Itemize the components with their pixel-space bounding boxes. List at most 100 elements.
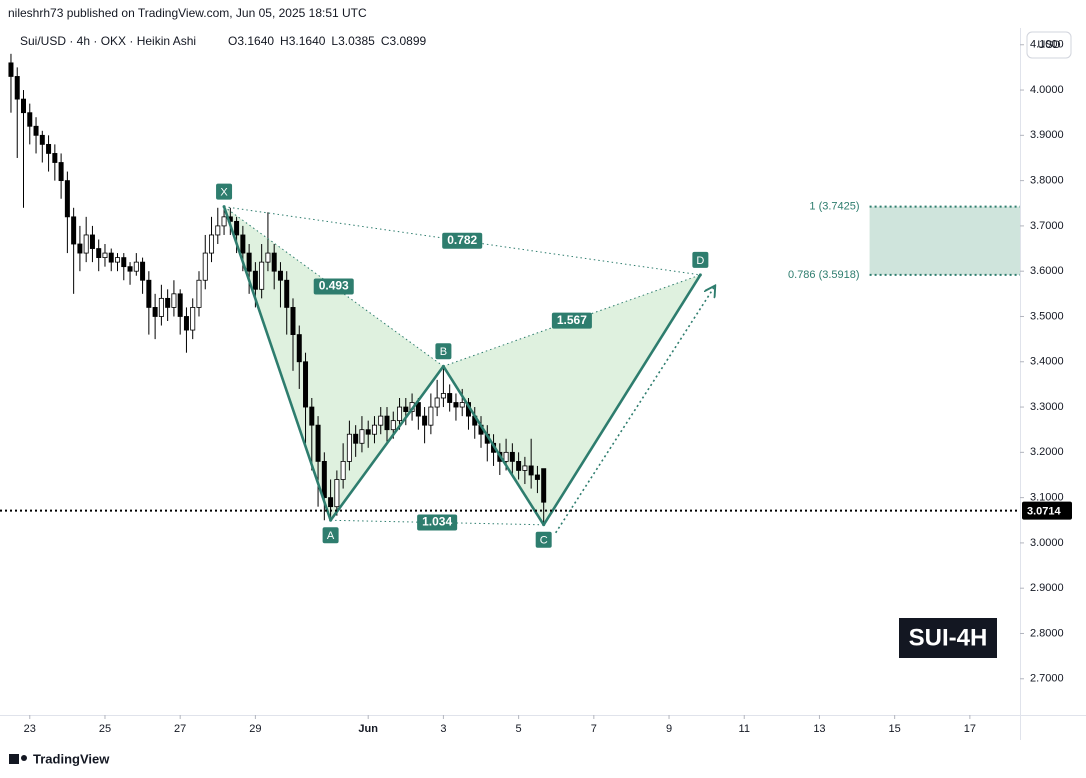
candle-body: [252, 270, 258, 290]
pattern-leg: [542, 274, 702, 526]
y-tick-label: 3.7000: [1030, 220, 1064, 232]
candle-body: [190, 307, 196, 331]
y-tick-label: 2.8000: [1030, 627, 1064, 639]
candle-body: [8, 62, 14, 77]
x-tick-label: 9: [666, 723, 672, 735]
candle-body: [378, 415, 384, 426]
target-zone: [869, 206, 1020, 275]
candle-body: [359, 429, 365, 444]
candle-body: [64, 180, 70, 218]
point-label: A: [327, 530, 335, 542]
candle-body: [127, 266, 133, 272]
zone-level-label: 1 (3.7425): [809, 201, 859, 213]
y-tick-label: 3.2000: [1030, 446, 1064, 458]
candle-body: [503, 451, 509, 462]
candle-body: [434, 397, 440, 408]
point-box: [216, 183, 233, 200]
y-tick-label: 4.1000: [1030, 39, 1064, 51]
x-tick-label: 5: [516, 723, 522, 735]
candle-body: [221, 216, 227, 227]
candle-body: [541, 468, 547, 503]
ohlc-value: O3.1640: [228, 34, 274, 48]
point-box: [535, 531, 552, 548]
ratio-badge: 0.493: [313, 278, 354, 295]
point-label: B: [440, 346, 447, 358]
candle-body: [52, 153, 58, 163]
y-tick-label: 3.1000: [1030, 492, 1064, 504]
y-tick-label: 3.8000: [1030, 175, 1064, 187]
y-tick-label: 3.3000: [1030, 401, 1064, 413]
x-tick-label: 25: [99, 723, 111, 735]
candle-body: [371, 424, 377, 435]
point-label: C: [540, 535, 548, 547]
candle-body: [133, 261, 139, 272]
pattern-leg: [329, 365, 445, 522]
x-tick-label: 29: [249, 723, 261, 735]
candle-body: [240, 234, 246, 254]
candle-body: [390, 420, 396, 431]
pattern-point: [329, 518, 333, 522]
ratio-badge: 1.567: [551, 312, 592, 329]
y-tick-label: 3.0000: [1030, 537, 1064, 549]
candle-body: [177, 293, 183, 317]
ratio-box: [313, 278, 354, 295]
candle-body: [284, 279, 290, 308]
candle-body: [77, 243, 83, 254]
candle-body: [14, 76, 20, 100]
candle-body: [328, 497, 334, 508]
candle-body: [522, 465, 528, 471]
candle-body: [27, 112, 33, 127]
candle-body: [46, 143, 52, 154]
candle-body: [528, 465, 534, 476]
y-tick-label: 3.4000: [1030, 356, 1064, 368]
candle-body: [447, 393, 453, 403]
candle-body: [459, 402, 465, 408]
x-tick-label: 7: [591, 723, 597, 735]
candle-body: [146, 279, 152, 308]
ratio-label: 0.493: [319, 279, 349, 293]
candle-body: [353, 433, 359, 444]
candle-body: [397, 406, 403, 422]
candle-body: [121, 257, 127, 268]
y-tick-label: 4.0000: [1030, 84, 1064, 96]
candle-body: [246, 252, 252, 272]
candle-body: [39, 134, 45, 145]
candle-body: [277, 270, 283, 281]
pattern-point: [698, 273, 702, 277]
pattern-point: [441, 364, 445, 368]
x-tick-label: 11: [739, 723, 750, 735]
candle-body: [152, 307, 158, 317]
candle-body: [83, 234, 89, 254]
candle-body: [234, 220, 240, 236]
currency-label[interactable]: USD: [1037, 39, 1060, 51]
brand-logo: [9, 754, 27, 764]
y-tick-label: 2.7000: [1030, 673, 1064, 685]
ratio-label: 1.567: [557, 313, 587, 327]
candle-body: [428, 406, 434, 426]
pattern-point: [542, 523, 546, 527]
candle-body: [89, 234, 95, 249]
last-price-label: 3.0714: [1027, 505, 1062, 517]
ratio-badge: 1.034: [417, 514, 458, 531]
candle-body: [196, 279, 202, 308]
candle-body: [259, 261, 265, 290]
candle-body: [215, 225, 221, 236]
candle-body: [271, 252, 277, 272]
candle-body: [165, 297, 171, 308]
candle-body: [209, 234, 215, 254]
y-tick-label: 2.9000: [1030, 582, 1064, 594]
candle-body: [140, 261, 146, 281]
candle-body: [303, 361, 309, 408]
candle-body: [33, 125, 39, 136]
pattern-fill: [224, 206, 444, 521]
currency-button[interactable]: [1026, 31, 1072, 59]
ohlc-value: L3.0385: [331, 34, 375, 48]
candle-body: [71, 216, 77, 245]
ratio-box: [417, 514, 458, 531]
ratio-label: 1.034: [422, 515, 452, 529]
x-tick-label: 3: [440, 723, 446, 735]
x-tick-label: 13: [813, 723, 825, 735]
ratio-line: [223, 206, 701, 276]
